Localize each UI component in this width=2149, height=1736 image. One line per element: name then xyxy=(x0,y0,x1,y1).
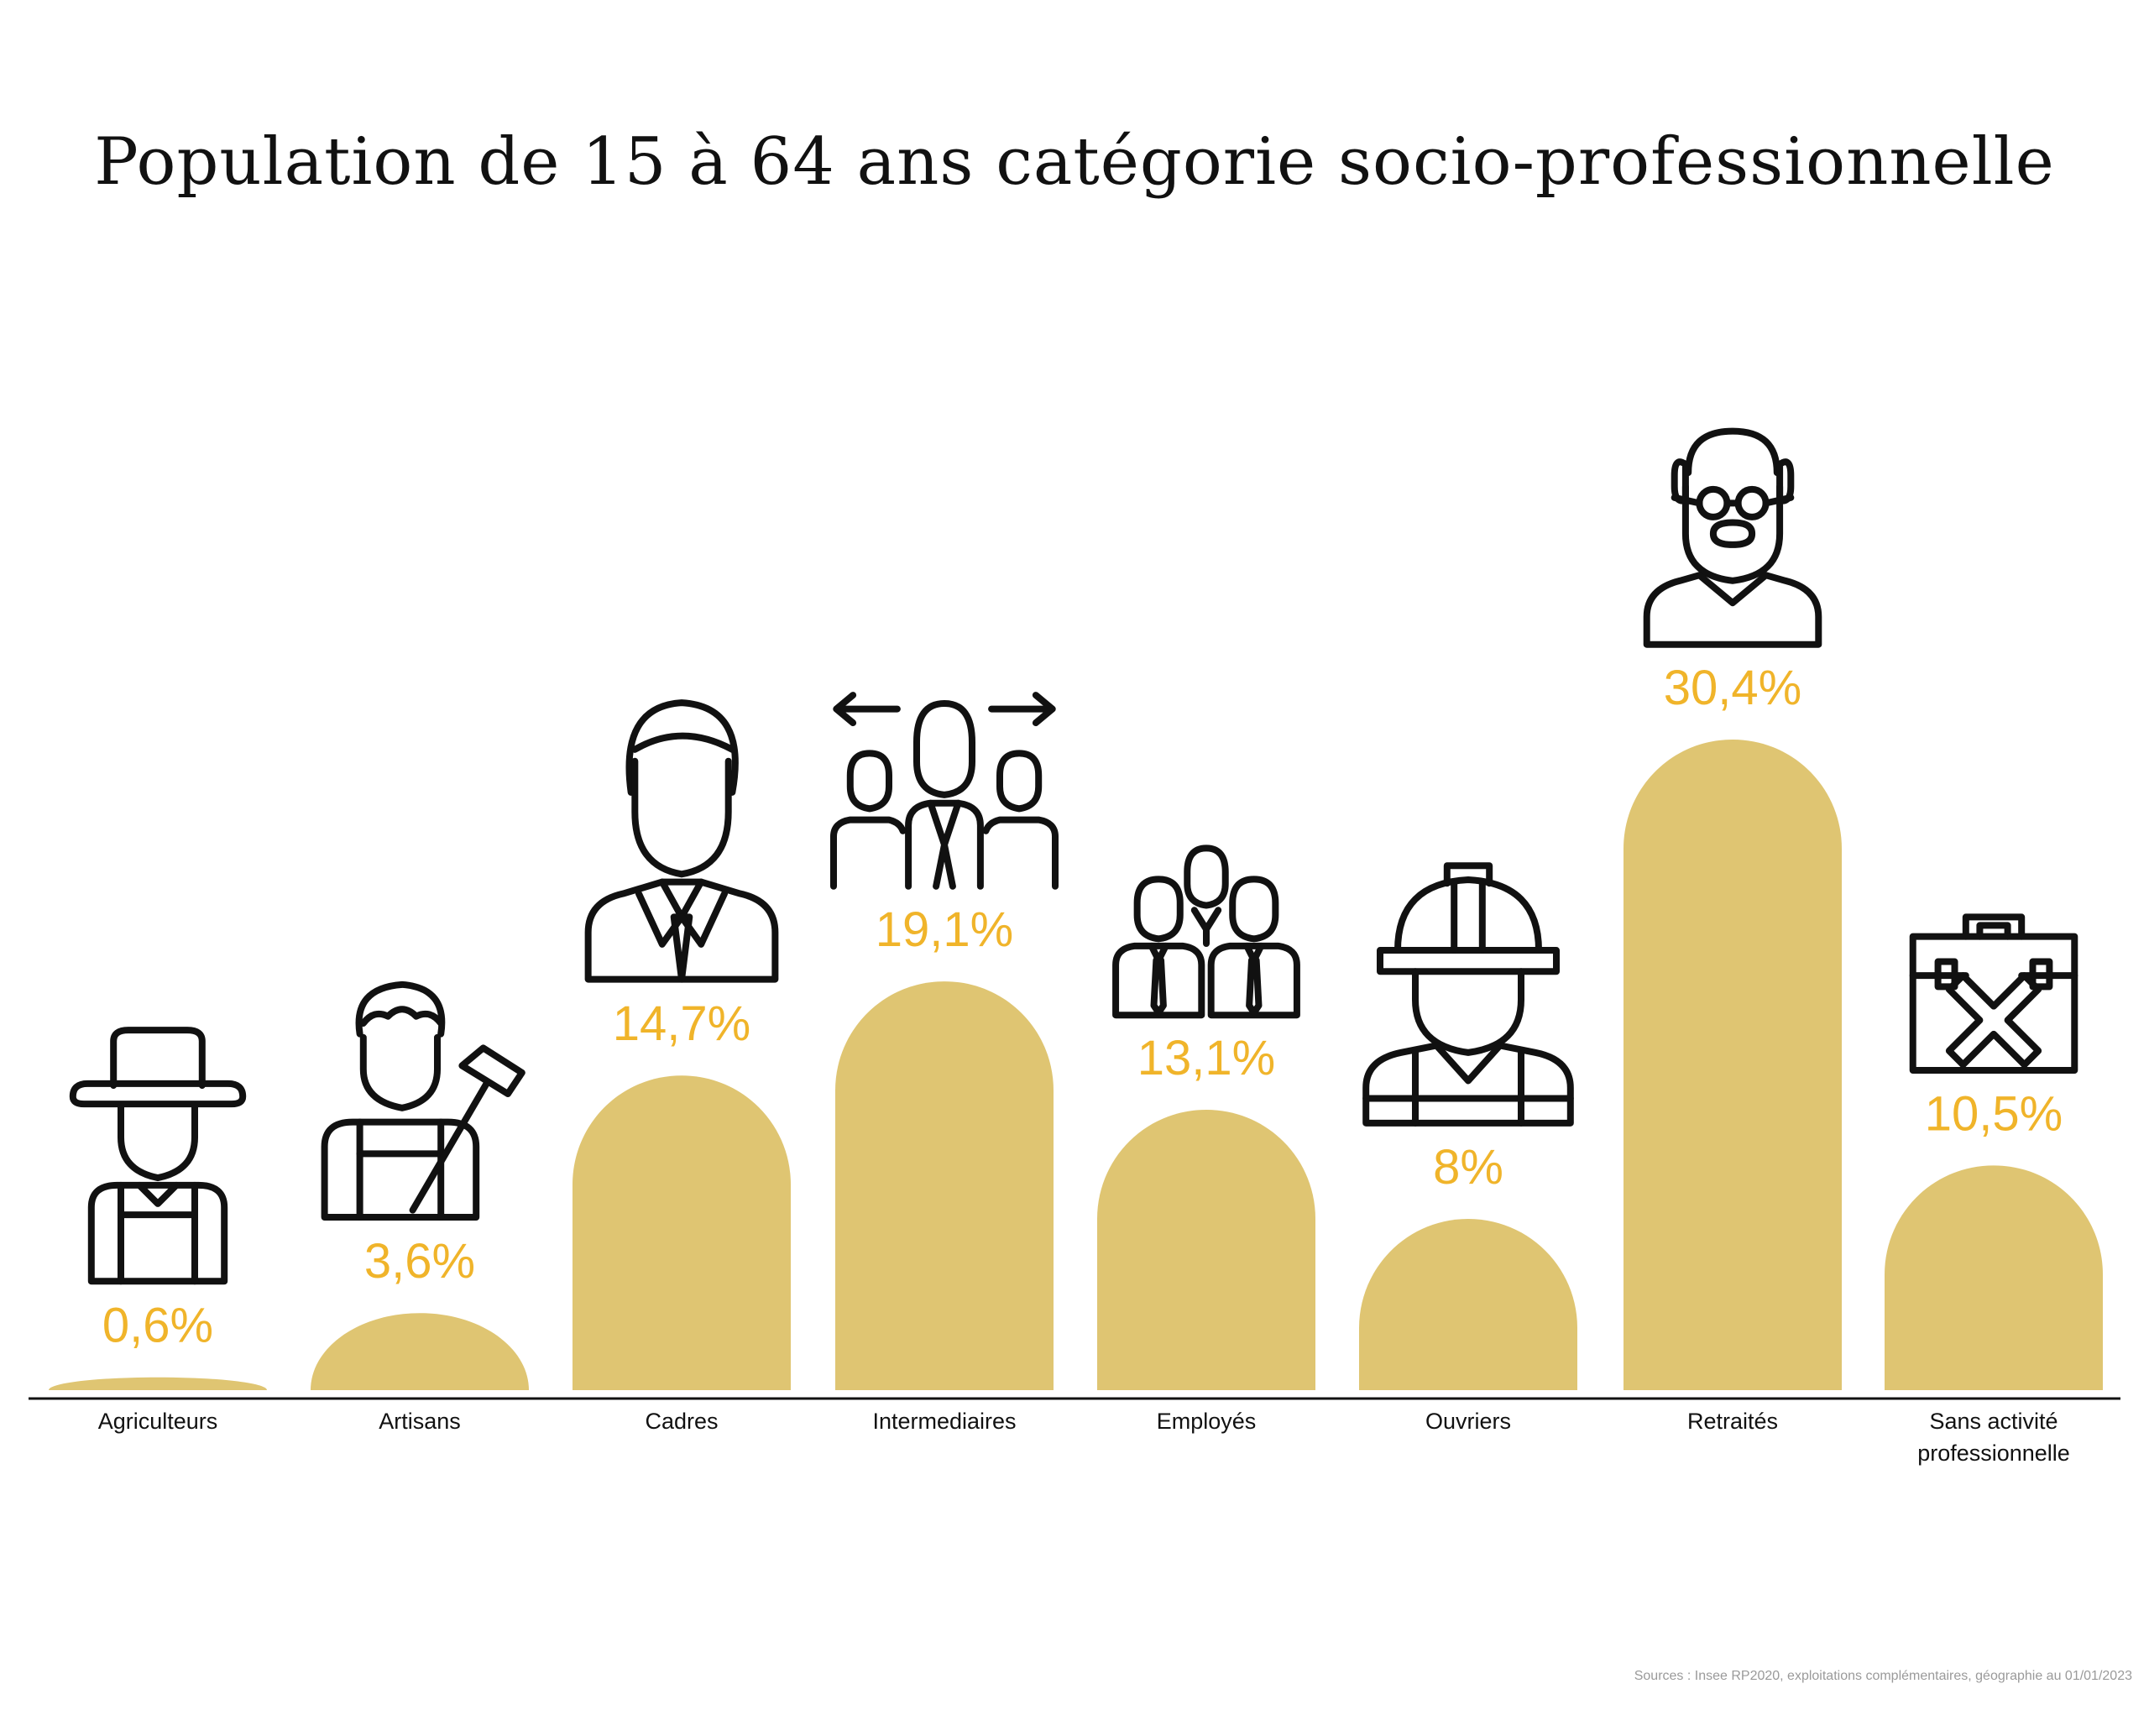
team-leader-icon xyxy=(834,695,1055,886)
bar-intermediaires xyxy=(835,981,1054,1390)
category-label: Ouvriers xyxy=(1425,1409,1511,1434)
bar-retrait-s xyxy=(1624,740,1842,1390)
value-label: 30,4% xyxy=(1664,661,1801,715)
farmer-icon xyxy=(73,1030,243,1281)
value-label: 0,6% xyxy=(102,1299,213,1353)
category-label: Intermediaires xyxy=(872,1409,1016,1434)
unemployed-briefcase-icon xyxy=(1913,917,2075,1070)
value-label: 19,1% xyxy=(876,902,1013,957)
retiree-icon xyxy=(1647,431,1819,645)
bar-artisans xyxy=(311,1313,529,1390)
category-label: Retraités xyxy=(1687,1409,1778,1434)
bar-agriculteurs xyxy=(49,1377,267,1390)
chart-title: Population de 15 à 64 ans catégorie soci… xyxy=(94,124,2055,200)
craftsman-icon xyxy=(325,985,522,1217)
manager-icon xyxy=(588,703,776,979)
bar-ouvriers xyxy=(1359,1219,1577,1390)
category-label: Cadres xyxy=(645,1409,718,1434)
category-labels-layer: Agriculteurs Artisans Cadres Intermediaires… xyxy=(98,1409,2070,1466)
value-label: 3,6% xyxy=(364,1234,475,1289)
bars-layer xyxy=(49,740,2103,1390)
bar-cadres xyxy=(573,1075,791,1390)
value-label: 13,1% xyxy=(1137,1031,1275,1085)
value-label: 8% xyxy=(1433,1140,1503,1195)
employees-group-icon xyxy=(1116,848,1297,1015)
category-label: Artisans xyxy=(379,1409,461,1434)
value-labels-layer: 0,6% 3,6% 14,7% 19,1% 13,1% 8% 30,4% 10,5% xyxy=(102,661,2063,1353)
value-label: 10,5% xyxy=(1925,1086,2063,1141)
bar-employ-s xyxy=(1097,1110,1315,1390)
construction-worker-icon xyxy=(1366,865,1571,1123)
source-note: Sources : Insee RP2020, exploitations co… xyxy=(1634,1669,2132,1683)
value-label: 14,7% xyxy=(613,996,750,1051)
category-label: Employés xyxy=(1157,1409,1257,1434)
bar-sans-activit-professionnelle xyxy=(1885,1165,2103,1390)
category-label: Sans activité professionnelle xyxy=(1917,1409,2070,1466)
category-label: Agriculteurs xyxy=(98,1409,218,1434)
